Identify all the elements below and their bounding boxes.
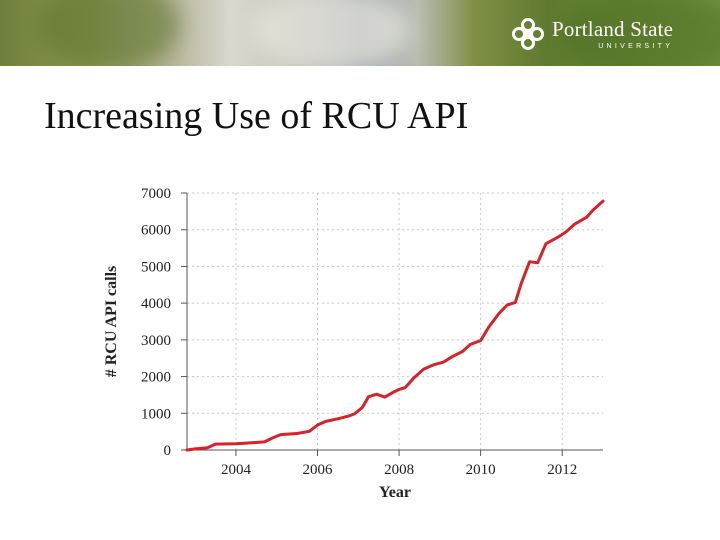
logo-subtitle: UNIVERSITY xyxy=(598,42,674,50)
x-axis-label: Year xyxy=(379,484,411,501)
y-tick-label: 6000 xyxy=(141,223,171,239)
y-tick-label: 1000 xyxy=(141,406,171,422)
slide-title: Increasing Use of RCU API xyxy=(44,95,469,137)
university-logo[interactable]: Portland State UNIVERSITY xyxy=(510,14,673,54)
y-axis-label: # RCU API calls xyxy=(103,266,120,378)
x-tick-label: 2006 xyxy=(303,462,334,478)
banner-foliage-right xyxy=(560,0,720,66)
x-tick-label: 2004 xyxy=(221,462,252,478)
y-tick-label: 7000 xyxy=(141,186,171,202)
banner-building xyxy=(250,0,410,66)
y-tick-label: 2000 xyxy=(141,370,171,386)
header-banner: Portland State UNIVERSITY xyxy=(0,0,720,66)
y-tick-label: 4000 xyxy=(141,296,171,312)
rcu-api-calls-line xyxy=(185,199,605,452)
x-tick-label: 2012 xyxy=(547,462,577,478)
logo-name: Portland State xyxy=(552,16,674,41)
y-tick-label: 0 xyxy=(164,443,172,459)
psu-logo-icon xyxy=(512,18,544,50)
banner-foliage xyxy=(40,0,180,66)
x-tick-label: 2010 xyxy=(466,462,496,478)
x-tick-label: 2008 xyxy=(384,462,414,478)
y-tick-label: 3000 xyxy=(141,333,171,349)
y-tick-label: 5000 xyxy=(141,259,171,275)
